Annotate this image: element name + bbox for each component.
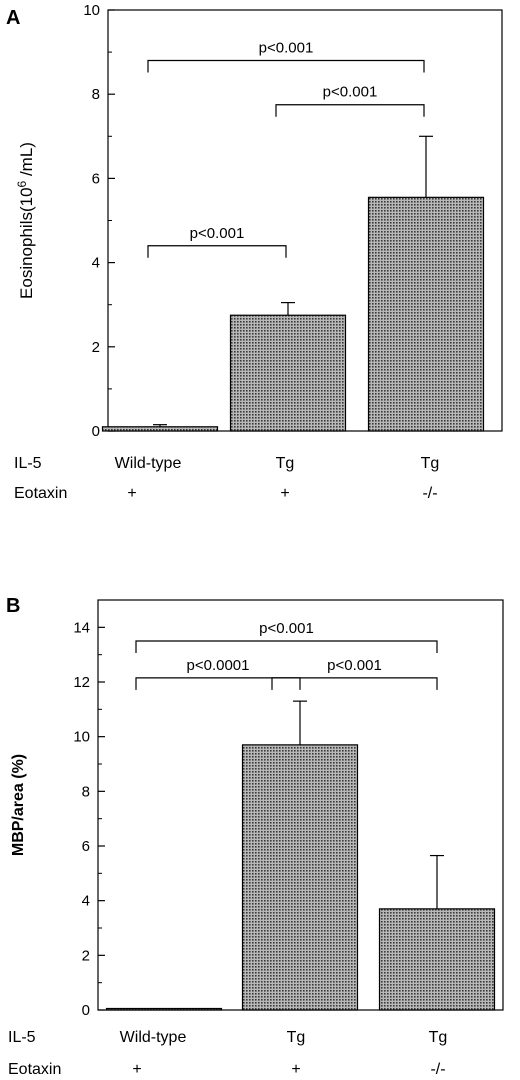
chart0-significance-bracket-1 (147, 245, 287, 258)
chart1-significance-bracket-3 (135, 640, 438, 653)
chart1-category-il5-label-1: Wild-type (120, 1029, 187, 1046)
chart1-y-tick-label: 4 (82, 893, 90, 910)
chart0-y-axis-label: Eosinophils(106 /mL) (15, 142, 36, 299)
chart0-significance-bracket-3 (147, 59, 425, 73)
chart0-y-tick-label: 4 (92, 255, 100, 272)
chart1-y-axis-label: MBP/area (%) (10, 754, 27, 856)
chart0-p-value-label-3: p<0.001 (259, 40, 314, 57)
chart1-p-value-label-1: p<0.0001 (187, 657, 250, 674)
chart0-significance-bracket-2 (275, 104, 425, 117)
chart0-category-il5-label-1: Wild-type (115, 455, 182, 472)
chart0-y-tick-label: 8 (92, 86, 100, 103)
chart1-significance-bracket-2 (271, 677, 438, 690)
chart0-y-tick-label: 2 (92, 339, 100, 356)
chart0-category-eotaxin-label-1: + (127, 485, 136, 502)
chart0-panel-label: A (6, 7, 20, 29)
chart0-category-eotaxin-label-2: + (280, 485, 289, 502)
chart1-p-value-label-3: p<0.001 (259, 620, 314, 637)
chart1-y-tick-label: 10 (73, 729, 90, 746)
chart0-category-il5-label-2: Tg (276, 455, 295, 472)
chart0-p-value-label-1: p<0.001 (190, 225, 245, 242)
chart0-y-tick-label: 6 (92, 170, 100, 187)
chart0-row-label-il5: IL-5 (14, 455, 42, 472)
chart1-category-il5-label-2: Tg (287, 1029, 306, 1046)
chart1-significance-bracket-1 (135, 677, 301, 690)
chart1-y-tick-label: 14 (73, 619, 90, 636)
chart1-bar-2 (241, 744, 359, 1011)
chart1-y-tick-label: 6 (82, 838, 90, 855)
chart1-row-label-il5: IL-5 (8, 1029, 36, 1046)
chart1-bar-3 (378, 908, 496, 1011)
chart0-bar-1 (101, 426, 219, 432)
chart1-category-eotaxin-label-2: + (291, 1061, 300, 1078)
chart1-bar-1 (105, 1007, 223, 1011)
chart0-bar-3 (367, 196, 485, 432)
chart1-y-tick-label: 12 (73, 674, 90, 691)
chart0-y-tick-label: 0 (92, 423, 100, 440)
chart0-p-value-label-2: p<0.001 (323, 84, 378, 101)
chart1-panel-label: B (6, 595, 20, 617)
chart0-y-tick-label: 10 (83, 2, 100, 19)
chart1-y-tick-label: 2 (82, 947, 90, 964)
chart1-p-value-label-2: p<0.001 (327, 657, 382, 674)
chart1-row-label-eotaxin: Eotaxin (8, 1061, 61, 1078)
chart1-category-eotaxin-label-1: + (132, 1061, 141, 1078)
chart1-y-tick-label: 8 (82, 783, 90, 800)
chart1-y-tick-label: 0 (82, 1002, 90, 1019)
chart1-category-il5-label-3: Tg (429, 1029, 448, 1046)
chart0-row-label-eotaxin: Eotaxin (14, 485, 67, 502)
chart1-category-eotaxin-label-3: -/- (430, 1061, 445, 1078)
chart0-category-il5-label-3: Tg (421, 455, 440, 472)
chart0-category-eotaxin-label-3: -/- (422, 485, 437, 502)
chart0-bar-2 (229, 314, 347, 432)
